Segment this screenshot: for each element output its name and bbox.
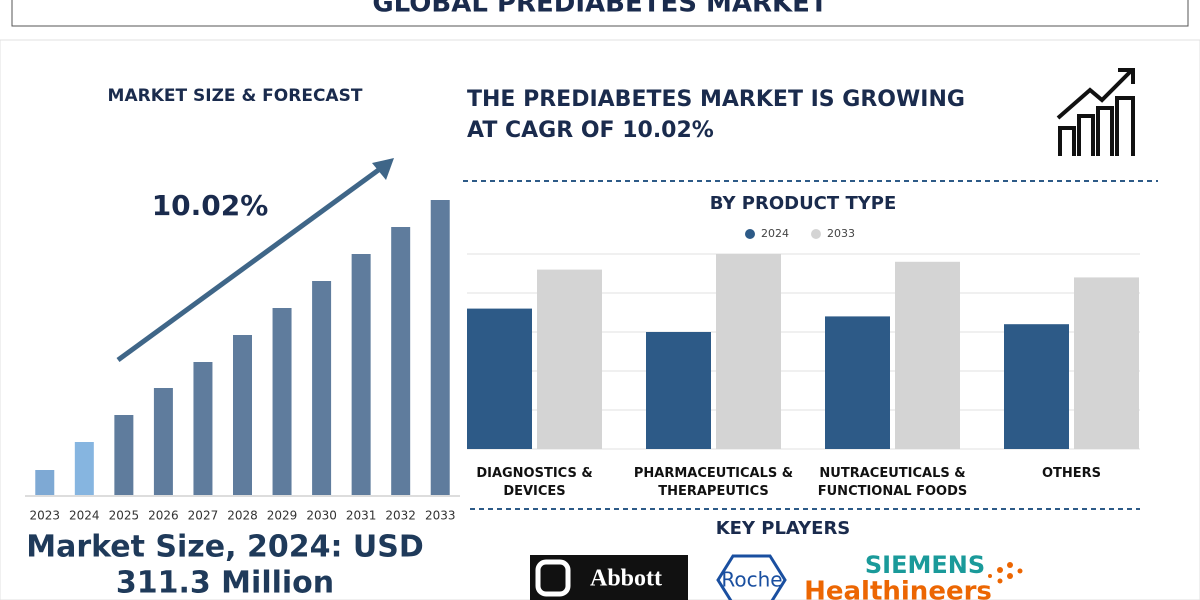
abbott-text: Abbott [590,566,662,592]
bar [391,227,411,495]
x-tick-label: 2029 [267,509,298,523]
roche-text: Roche [721,568,782,592]
growth-arrow [116,163,386,363]
bar [537,269,602,449]
x-tick-label: 2028 [227,509,258,523]
key-players-title: KEY PLAYERS [716,518,851,539]
bar [312,281,332,495]
healthineers-dots [988,562,1023,584]
bar [1004,324,1069,449]
bar [114,415,134,495]
roche-logo [716,554,787,600]
market-size: 311.3 Million [116,566,334,600]
abbott-mark [535,559,571,597]
panel-border [0,39,1200,600]
bar [35,470,55,495]
bar [351,254,371,495]
bar [716,254,781,449]
bar [74,442,94,495]
category-label: PHARMACEUTICALS & THERAPEUTICS [633,466,794,499]
siemens-text: SIEMENS [865,551,985,579]
bar [646,332,711,449]
legend-swatch [811,229,821,239]
page-title: GLOBAL PREDIABETES MARKET [372,0,828,19]
market-size: Market Size, 2024: USD [26,530,424,565]
bar [272,308,292,495]
bar [895,261,960,449]
headline: THE PREDIABETES MARKET IS GROWING [467,87,965,112]
bar [193,362,213,495]
growth-icon [1056,68,1135,156]
cagr-annotation: 10.02% [152,189,269,222]
legend-swatch [745,229,755,239]
x-tick-label: 2025 [109,509,140,523]
bar [1074,277,1139,449]
title-box [11,0,1189,27]
x-tick-label: 2026 [148,509,179,523]
x-tick-label: 2030 [306,509,337,523]
x-tick-label: 2027 [188,509,219,523]
arrow-head [372,158,394,180]
legend-label: 2033 [827,227,855,240]
category-label: NUTRACEUTICALS & FUNCTIONAL FOODS [817,466,968,499]
bar [233,335,252,495]
category-label: OTHERS [1041,466,1102,481]
bar [825,316,890,449]
x-tick-label: 2032 [385,509,416,523]
chart-title: BY PRODUCT TYPE [710,193,897,214]
left-heading: MARKET SIZE & FORECAST [108,86,363,106]
bar [153,388,173,495]
x-tick-label: 2033 [425,509,456,523]
legend-label: 2024 [761,227,789,240]
x-tick-label: 2031 [346,509,377,523]
category-label: DIAGNOSTICS & DEVICES [476,466,593,499]
x-tick-label: 2024 [69,509,100,523]
x-tick-label: 2023 [29,509,60,523]
bar [430,200,450,495]
healthineers-text: Healthineers [804,577,992,600]
bar [467,308,532,449]
headline: AT CAGR OF 10.02% [467,118,714,143]
